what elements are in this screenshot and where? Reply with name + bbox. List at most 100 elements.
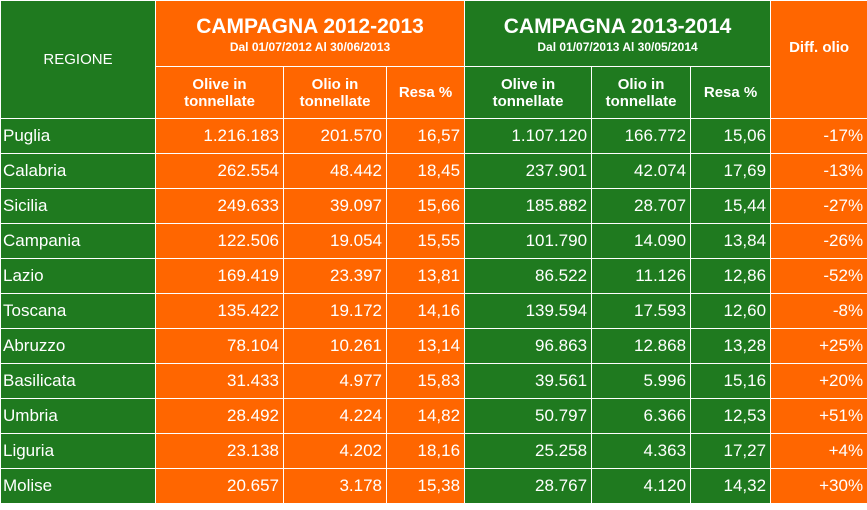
table-row: Calabria 262.554 48.442 18,45 237.901 42.074 1… [0, 153, 867, 189]
resa-2013-cell: 15,06 [690, 118, 772, 154]
col-resa-2013: Resa % [690, 66, 772, 119]
olive-2013-cell: 139.594 [464, 293, 593, 329]
olio-2013-cell: 12.868 [591, 328, 692, 364]
region-cell: Molise [0, 468, 156, 504]
table-row: Liguria 23.138 4.202 18,16 25.258 4.363 17,27 +… [0, 433, 867, 469]
campaign-2012-2013-subtitle: Dal 01/07/2012 Al 30/06/2013 [229, 39, 391, 54]
diff-olio-cell: -17% [770, 118, 867, 154]
olio-2012-cell: 19.172 [283, 293, 387, 329]
table-body: Puglia 1.216.183 201.570 16,57 1.107.120 166.… [0, 118, 867, 504]
resa-2013-cell: 13,84 [690, 223, 772, 259]
olive-2013-cell: 96.863 [464, 328, 593, 364]
resa-2013-cell: 12,60 [690, 293, 772, 329]
table-row: Campania 122.506 19.054 15,55 101.790 14.090 1… [0, 223, 867, 259]
region-cell: Puglia [0, 118, 156, 154]
table-row: Lazio 169.419 23.397 13,81 86.522 11.126 12,86… [0, 258, 867, 294]
region-cell: Sicilia [0, 188, 156, 224]
campaign-2013-2014-subtitle: Dal 01/07/2013 Al 30/05/2014 [537, 39, 698, 54]
olio-2012-cell: 201.570 [283, 118, 387, 154]
diff-olio-cell: +25% [770, 328, 867, 364]
olio-2013-cell: 166.772 [591, 118, 692, 154]
campaign-2012-2013-header: CAMPAGNA 2012-2013 Dal 01/07/2012 Al 30/… [154, 0, 466, 67]
olive-2012-cell: 31.433 [155, 363, 284, 399]
resa-2012-cell: 14,16 [385, 293, 466, 329]
table-row: Molise 20.657 3.178 15,38 28.767 4.120 14,32 +3… [0, 468, 867, 504]
olive-2012-cell: 23.138 [155, 433, 284, 469]
region-cell: Lazio [0, 258, 156, 294]
col-resa-2012: Resa % [385, 66, 466, 119]
olive-2012-cell: 135.422 [155, 293, 284, 329]
region-header-label: REGIONE [43, 51, 113, 68]
olive-2012-cell: 28.492 [155, 398, 284, 434]
olio-2012-cell: 4.977 [283, 363, 387, 399]
olio-2013-cell: 4.363 [591, 433, 692, 469]
olive-2012-cell: 122.506 [155, 223, 284, 259]
table-row: Sicilia 249.633 39.097 15,66 185.882 28.707 15… [0, 188, 867, 224]
resa-2013-cell: 13,28 [690, 328, 772, 364]
resa-2012-cell: 18,16 [385, 433, 466, 469]
resa-2012-cell: 13,81 [385, 258, 466, 294]
region-column-header: REGIONE [0, 0, 156, 119]
resa-2013-cell: 12,86 [690, 258, 772, 294]
table-row: Toscana 135.422 19.172 14,16 139.594 17.593 12… [0, 293, 867, 329]
diff-olio-cell: -26% [770, 223, 867, 259]
olive-2013-cell: 39.561 [464, 363, 593, 399]
olive-2012-cell: 169.419 [155, 258, 284, 294]
diff-olio-cell: +20% [770, 363, 867, 399]
table-row: Puglia 1.216.183 201.570 16,57 1.107.120 166.… [0, 118, 867, 154]
resa-2012-cell: 15,55 [385, 223, 466, 259]
region-cell: Toscana [0, 293, 156, 329]
resa-2013-cell: 14,32 [690, 468, 772, 504]
diff-olio-cell: -8% [770, 293, 867, 329]
diff-olio-cell: -13% [770, 153, 867, 189]
col-olive-2013: Olive in tonnellate [464, 66, 593, 119]
table-row: Abruzzo 78.104 10.261 13,14 96.863 12.868 13,2… [0, 328, 867, 364]
resa-2012-cell: 18,45 [385, 153, 466, 189]
diff-olio-cell: -52% [770, 258, 867, 294]
olio-2012-cell: 4.202 [283, 433, 387, 469]
olio-2013-cell: 28.707 [591, 188, 692, 224]
olive-2013-cell: 185.882 [464, 188, 593, 224]
olio-2012-cell: 48.442 [283, 153, 387, 189]
region-cell: Liguria [0, 433, 156, 469]
olio-2013-cell: 11.126 [591, 258, 692, 294]
resa-2012-cell: 16,57 [385, 118, 466, 154]
resa-2013-cell: 17,27 [690, 433, 772, 469]
olio-2013-cell: 14.090 [591, 223, 692, 259]
olio-2013-cell: 5.996 [591, 363, 692, 399]
olio-2012-cell: 3.178 [283, 468, 387, 504]
region-cell: Umbria [0, 398, 156, 434]
olio-2013-cell: 42.074 [591, 153, 692, 189]
region-cell: Campania [0, 223, 156, 259]
olive-2012-cell: 262.554 [155, 153, 284, 189]
olio-2012-cell: 10.261 [283, 328, 387, 364]
resa-2012-cell: 14,82 [385, 398, 466, 434]
region-cell: Calabria [0, 153, 156, 189]
diff-olio-cell: -27% [770, 188, 867, 224]
resa-2012-cell: 15,38 [385, 468, 466, 504]
diff-olio-header: Diff. olio [770, 0, 867, 119]
olive-2013-cell: 50.797 [464, 398, 593, 434]
col-olive-2012: Olive in tonnellate [155, 66, 284, 119]
resa-2013-cell: 15,44 [690, 188, 772, 224]
olive-2012-cell: 78.104 [155, 328, 284, 364]
col-olio-2012: Olio in tonnellate [283, 66, 387, 119]
olive-2013-cell: 28.767 [464, 468, 593, 504]
olive-2013-cell: 237.901 [464, 153, 593, 189]
resa-2013-cell: 15,16 [690, 363, 772, 399]
olive-2012-cell: 249.633 [155, 188, 284, 224]
olio-2012-cell: 23.397 [283, 258, 387, 294]
olive-2013-cell: 1.107.120 [464, 118, 593, 154]
olio-2012-cell: 39.097 [283, 188, 387, 224]
campaign-2013-2014-title: CAMPAGNA 2013-2014 [503, 14, 732, 38]
campaign-2013-2014-header: CAMPAGNA 2013-2014 Dal 01/07/2013 Al 30/… [464, 0, 772, 67]
diff-olio-cell: +51% [770, 398, 867, 434]
resa-2012-cell: 15,66 [385, 188, 466, 224]
col-olio-2013: Olio in tonnellate [591, 66, 692, 119]
region-cell: Basilicata [0, 363, 156, 399]
campaign-2012-2013-title: CAMPAGNA 2012-2013 [196, 14, 424, 38]
resa-2012-cell: 13,14 [385, 328, 466, 364]
olive-2013-cell: 25.258 [464, 433, 593, 469]
resa-2012-cell: 15,83 [385, 363, 466, 399]
